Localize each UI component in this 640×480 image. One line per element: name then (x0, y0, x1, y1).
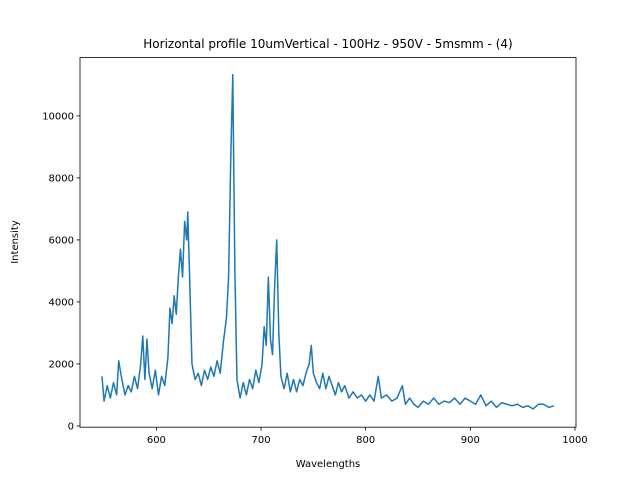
axes-frame (79, 57, 577, 428)
x-tick-label: 700 (251, 435, 270, 446)
y-tick-label: 0 (68, 421, 74, 432)
y-tick-label: 8000 (49, 173, 74, 184)
y-tick-label: 10000 (42, 111, 74, 122)
x-tick-label: 600 (147, 435, 166, 446)
x-axis-label: Wavelengths (296, 459, 361, 470)
y-axis-label: Intensity (10, 220, 21, 264)
y-tick-label: 2000 (49, 359, 74, 370)
x-tick-label: 800 (356, 435, 375, 446)
line-series (101, 73, 555, 410)
x-tick-label: 900 (461, 435, 480, 446)
y-tick-label: 4000 (49, 297, 74, 308)
x-tick-label: 1000 (562, 435, 587, 446)
chart-title: Horizontal profile 10umVertical - 100Hz … (143, 37, 512, 51)
y-tick-label: 6000 (49, 235, 74, 246)
